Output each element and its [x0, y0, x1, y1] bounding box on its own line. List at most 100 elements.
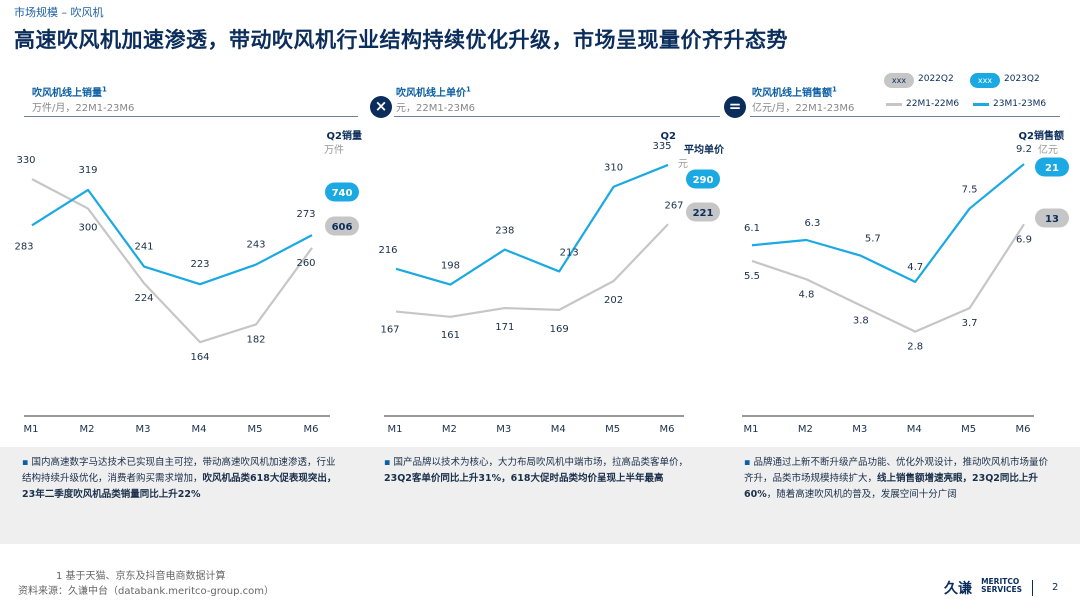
x-tick-label: M5 — [961, 424, 976, 435]
data-label-23: 238 — [495, 226, 514, 237]
chart2-title: 吹风机线上单价1 — [396, 85, 471, 99]
q2-2023-pill — [325, 182, 359, 202]
data-label-23: 241 — [134, 242, 153, 253]
data-label-23: 7.5 — [962, 185, 978, 196]
q2-2023-value: 21 — [1045, 163, 1059, 174]
data-label-22: 5.5 — [744, 271, 760, 282]
data-label-23: 319 — [78, 165, 97, 176]
q2-label: Q2销量 — [327, 129, 362, 142]
data-label-23: 6.3 — [804, 218, 820, 229]
data-label-22: 182 — [246, 334, 265, 345]
data-label-23: 310 — [604, 163, 623, 174]
insights-panel — [0, 447, 1080, 544]
x-tick-label: M2 — [798, 424, 813, 435]
legend-label-2022: 2022Q2 — [918, 74, 954, 84]
data-label-22: 164 — [190, 352, 209, 363]
page-title: 高速吹风机加速渗透，带动吹风机行业结构持续优化升级，市场呈现量价齐升态势 — [14, 28, 788, 52]
series-line-22 — [31, 178, 313, 344]
legend-line-prev — [886, 103, 902, 106]
chart2-subtitle: 元，22M1-23M6 — [396, 103, 476, 114]
data-label-23: 223 — [190, 259, 209, 270]
q2-unit: 万件 — [324, 144, 344, 156]
series-line-22 — [395, 223, 669, 318]
legend-line-curr — [973, 103, 989, 106]
x-tick-label: M3 — [852, 424, 867, 435]
x-tick-label: M4 — [551, 424, 566, 435]
data-label-22: 260 — [296, 258, 315, 269]
page-number: 2 — [1052, 582, 1059, 593]
data-label-23: 9.2 — [1016, 144, 1032, 155]
data-label-23: 273 — [296, 209, 315, 220]
charts-canvas: M1 M2 M3 M4 M5 M6 330 300 224 164 182 260 283 319 241 2… — [14, 129, 1069, 435]
legend: xxx 2022Q2 xxx 2023Q2 22M1-22M6 23M1-23M… — [880, 72, 1080, 116]
legend-label-2023: 2023Q2 — [1004, 74, 1040, 84]
footer-divider — [1032, 580, 1033, 596]
data-label-22: 169 — [550, 324, 569, 335]
legend-label-prev: 22M1-22M6 — [906, 99, 960, 109]
x-tick-label: M5 — [605, 424, 620, 435]
data-label-22: 224 — [134, 293, 153, 304]
q2-2022-pill — [1035, 208, 1069, 228]
q2-2023-value: 740 — [332, 188, 353, 199]
x-tick-label: M3 — [496, 424, 511, 435]
data-label-23: 5.7 — [865, 234, 881, 245]
data-label-23: 216 — [378, 245, 397, 256]
legend-label-curr: 23M1-23M6 — [993, 99, 1047, 109]
data-label-23: 4.7 — [907, 262, 923, 273]
x-tick-label: M1 — [24, 424, 39, 435]
data-label-22: 202 — [604, 295, 623, 306]
x-tick-label: M6 — [1016, 424, 1031, 435]
x-tick-label: M4 — [907, 424, 922, 435]
series-line-23 — [395, 163, 669, 286]
data-label-23: 335 — [652, 141, 671, 152]
chart1-divider — [24, 116, 358, 117]
q2-2022-pill — [686, 202, 720, 222]
q2-2022-pill — [325, 216, 359, 236]
data-label-23: 283 — [14, 241, 33, 252]
data-label-22: 6.9 — [1016, 234, 1032, 245]
x-tick-label: M6 — [660, 424, 675, 435]
chart2-divider — [394, 116, 720, 117]
series-line-23 — [31, 188, 313, 286]
insight-2: ▪ 国产品牌以技术为核心，大力布局吹风机中端市场，拉高品类客单价，23Q2客单价… — [384, 457, 688, 484]
q2-2023-value: 290 — [693, 175, 714, 186]
data-label-22: 300 — [78, 223, 97, 234]
x-tick-label: M1 — [744, 424, 759, 435]
source-note: 资料来源：久谦中台（databank.meritco-group.com） — [18, 586, 275, 597]
data-label-23: 213 — [560, 247, 579, 258]
data-label-22: 267 — [664, 200, 683, 211]
data-label-22: 2.8 — [907, 342, 923, 353]
x-tick-label: M6 — [304, 424, 319, 435]
x-tick-label: M1 — [388, 424, 403, 435]
chart3-divider — [750, 116, 1060, 117]
x-tick-label: M2 — [442, 424, 457, 435]
insight-3: ▪ 品牌通过上新不断升级产品功能、优化外观设计，推动吹风机市场量价齐升，品类市场… — [744, 457, 1048, 500]
chart1-subtitle: 万件/月，22M1-23M6 — [32, 103, 135, 114]
data-label-23: 6.1 — [744, 223, 760, 234]
data-label-22: 161 — [441, 330, 460, 341]
equals-icon: = — [724, 96, 746, 118]
chart3-title: 吹风机线上销售额1 — [752, 85, 837, 99]
q2-2023-pill — [1035, 157, 1069, 177]
data-label-22: 3.7 — [962, 318, 978, 329]
data-label-23: 198 — [441, 261, 460, 272]
data-label-22: 167 — [380, 325, 399, 336]
q2-2022-value: 221 — [693, 208, 714, 219]
q2-label: Q2 — [661, 131, 677, 142]
chart-sales-volume: M1 M2 M3 M4 M5 M6 330 300 224 164 182 260 283 319 241 2… — [14, 129, 362, 435]
q2-unit: 元 — [678, 159, 688, 170]
data-label-23: 243 — [246, 240, 265, 251]
data-label-22: 3.8 — [853, 315, 869, 326]
data-label-22: 171 — [495, 322, 514, 333]
x-tick-label: M5 — [248, 424, 263, 435]
chart1-title: 吹风机线上销量1 — [32, 85, 107, 99]
x-tick-label: M2 — [80, 424, 95, 435]
brand-logo: 久谦 MERITCO SERVICES — [944, 577, 1023, 598]
chart-sales-revenue: M1 M2 M3 M4 M5 M6 5.5 4.8 3.8 2.8 3.7 6.9 6.1 6.3 5.7 4… — [742, 129, 1069, 435]
q2-2023-pill — [686, 169, 720, 189]
x-tick-label: M3 — [136, 424, 151, 435]
q2-label: 平均单价 — [684, 143, 725, 156]
data-label-22: 330 — [16, 155, 35, 166]
data-label-22: 4.8 — [798, 289, 814, 300]
chart3-subtitle: 亿元/月，22M1-23M6 — [752, 103, 855, 114]
